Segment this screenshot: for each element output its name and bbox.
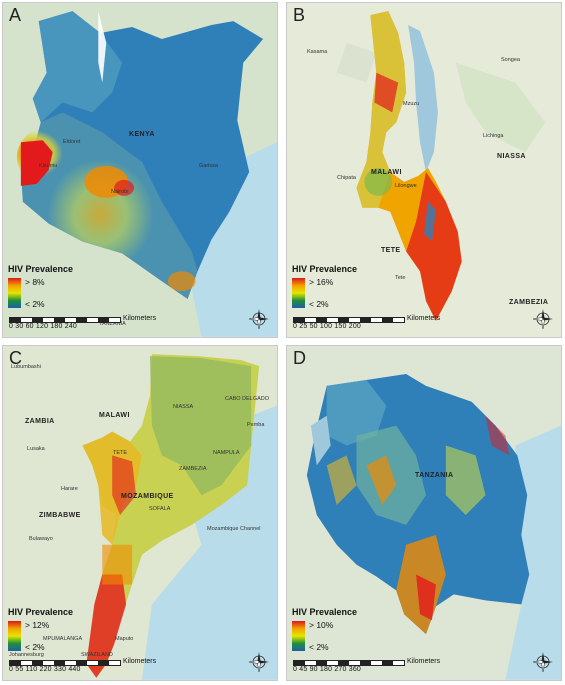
map-panel-d: D TANZANIA HIV Prevalence > 10% < 2% 0 4… [286,345,562,681]
place-label-tete: TETE [113,450,128,456]
malawi-map [287,3,561,337]
scale-bar-unit: Kilometers [407,658,441,665]
panel-letter-c: C [9,348,22,368]
place-label-nairobi: Nairobi [111,189,129,195]
legend-low-label: < 2% [309,299,329,309]
place-label-zambezia: ZAMBEZIA [179,466,207,472]
legend-low-label: < 2% [25,642,45,652]
legend-b: HIV Prevalence > 16% < 2% [292,264,382,309]
legend-title: HIV Prevalence [292,607,358,617]
place-label-niassa: NIASSA [173,404,194,410]
panel-letter-a: A [9,5,22,25]
scale-bar-labels: 0 45 90 180 270 360 [293,666,362,673]
place-label-maputo: Maputo [115,636,134,642]
legend-a: HIV Prevalence > 8% < 2% [8,264,98,309]
place-label-mpumalanga: MPUMALANGA [43,636,83,642]
mozambique-map [3,346,277,680]
legend-high-label: > 12% [25,620,50,630]
scale-bar-labels: 0 30 60 120 180 240 [9,323,78,330]
scale-bar-labels: 0 25 50 100 150 200 [293,323,362,330]
place-label-kisumu: Kisumu [39,163,58,169]
place-label-pemba: Pemba [247,422,265,428]
place-label-lichinga: Lichinga [483,133,504,139]
kenya-map [3,3,277,337]
legend-title: HIV Prevalence [8,607,74,617]
place-label-songea: Songea [501,57,520,63]
place-label-tete: Tete [395,275,406,281]
compass-rose-icon [249,652,269,672]
place-label-malawi: MALAWI [99,412,130,419]
place-label-swaziland: SWAZILAND [81,652,113,658]
legend-color-ramp [8,278,21,308]
legend-c: HIV Prevalence > 12% < 2% [8,607,98,652]
place-label-kasama: Kasama [307,49,328,55]
place-label-lusaka: Lusaka [27,446,45,452]
compass-rose-icon [249,309,269,329]
place-label-tete-province: TETE [381,247,401,254]
scale-bar-labels: 0 55 110 220 330 440 [9,666,81,673]
panel-letter-d: D [293,348,306,368]
place-label-tanzania: TANZANIA [99,321,126,327]
panel-letter-b: B [293,5,306,25]
place-label-niassa: NIASSA [497,153,526,160]
place-label-nampula: NAMPULA [213,450,240,456]
map-panel-b: B MALAWI Kasama Songea NIASSA Lichinga C… [286,2,562,338]
map-panel-c: C MOZAMBIQUE Lubumbashi ZAMBIA Lusaka MA… [2,345,278,681]
scale-bar-ticks [293,660,405,666]
place-label-zambia: ZAMBIA [25,418,55,425]
legend-color-ramp [292,621,305,651]
legend-low-label: < 2% [309,642,329,652]
place-label-zimbabwe: ZIMBABWE [39,512,81,519]
country-label-mozambique: MOZAMBIQUE [121,493,174,500]
legend-color-ramp [8,621,21,651]
country-label-kenya: KENYA [129,131,155,138]
place-label-bulawayo: Bulawayo [29,536,53,542]
compass-rose-icon [533,652,553,672]
legend-title: HIV Prevalence [292,264,358,274]
country-label-tanzania: TANZANIA [415,472,454,479]
place-label-zambezia: ZAMBEZIA [509,299,549,306]
legend-low-label: < 2% [25,299,45,309]
scale-bar-ticks [293,317,405,323]
scale-bar-ticks [9,317,121,323]
place-label-lilongwe: Lilongwe [395,183,417,189]
legend-title: HIV Prevalence [8,264,74,274]
scale-bar-unit: Kilometers [407,315,441,322]
legend-high-label: > 16% [309,277,334,287]
tanzania-map [287,346,561,680]
legend-color-ramp [292,278,305,308]
place-label-mzuzu: Mzuzu [403,101,420,107]
scale-bar-unit: Kilometers [123,658,157,665]
legend-high-label: > 10% [309,620,334,630]
legend-high-label: > 8% [25,277,45,287]
place-label-mozambique-channel: Mozambique Channel [207,526,261,532]
country-label-malawi: MALAWI [371,169,402,176]
place-label-eldoret: Eldoret [63,139,81,145]
compass-rose-icon [533,309,553,329]
place-label-sofala: SOFALA [149,506,171,512]
place-label-cabo-delgado: CABO DELGADO [225,396,270,402]
place-label-garissa: Garissa [199,163,218,169]
scale-bar-unit: Kilometers [123,315,157,322]
place-label-lubumbashi: Lubumbashi [11,364,41,370]
place-label-harare: Harare [61,486,78,492]
map-panel-a: A KENYA TANZANIA Nairobi Garissa Kisumu … [2,2,278,338]
scale-bar-ticks [9,660,121,666]
legend-d: HIV Prevalence > 10% < 2% [292,607,382,652]
place-label-chipata: Chipata [337,175,356,181]
place-label-johannesburg: Johannesburg [9,652,44,658]
